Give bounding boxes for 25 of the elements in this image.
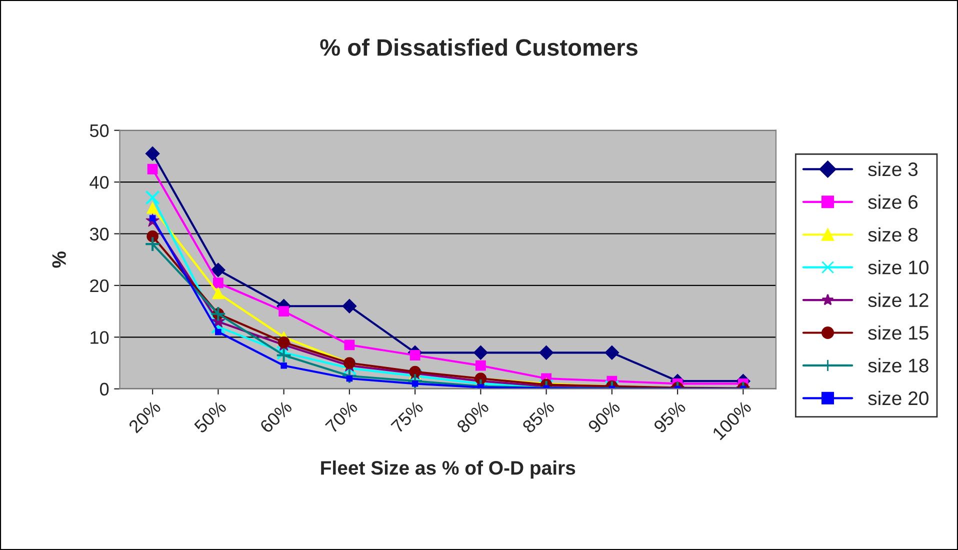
y-tick-label: 0 <box>100 382 109 396</box>
legend-label: size 10 <box>868 260 928 274</box>
x-tick-label: 70% <box>324 400 358 434</box>
x-tick-label: 75% <box>390 400 424 434</box>
x-axis-title: Fleet Size as % of O-D pairs <box>321 460 576 479</box>
legend-label: size 8 <box>868 227 918 242</box>
x-tick-label: 85% <box>522 400 556 434</box>
x-tick-label: 90% <box>587 400 621 434</box>
x-tick-label: 80% <box>456 400 490 434</box>
x-tick-label: 95% <box>652 400 686 434</box>
legend-label: size 18 <box>868 358 928 372</box>
legend-label: size 12 <box>868 292 928 308</box>
legend-label: size 6 <box>868 194 918 209</box>
legend-label: size 20 <box>868 390 928 406</box>
y-tick-label: 30 <box>90 228 109 240</box>
x-tick-label: 60% <box>259 400 293 434</box>
y-tick-label: 40 <box>90 176 109 189</box>
chart-title: % of Dissatisfied Customers <box>320 38 638 56</box>
y-axis-title: % <box>52 251 66 268</box>
x-tick-label: 50% <box>193 400 228 434</box>
legend-label: size 15 <box>868 325 928 340</box>
y-tick-label: 20 <box>90 279 109 292</box>
y-tick-label: 50 <box>90 124 109 138</box>
legend-label: size 3 <box>868 162 918 176</box>
y-tick-label: 10 <box>90 331 109 344</box>
